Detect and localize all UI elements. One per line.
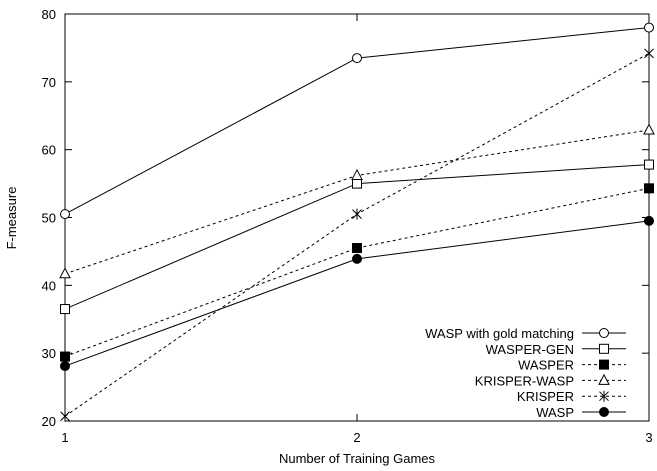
- data-point-wasp: [60, 361, 70, 372]
- legend-marker-wasper-gen: [599, 343, 609, 354]
- legend-marker-krisper-wasp: [598, 373, 610, 385]
- legend-marker-wasp: [599, 407, 609, 417]
- legend-marker-krisper: [599, 390, 609, 402]
- x-tick-label: 3: [645, 430, 652, 445]
- y-tick-label: 20: [42, 414, 56, 429]
- data-point-wasper: [352, 243, 362, 254]
- x-tick-label: 2: [353, 430, 360, 445]
- legend-label-wasper: WASPER: [518, 358, 574, 373]
- data-point-wasper-gen: [352, 178, 362, 189]
- y-tick-label: 50: [42, 211, 56, 226]
- legend: WASP with gold matchingWASPER-GENWASPERK…: [425, 326, 626, 420]
- legend-label-krisper-wasp: KRISPER-WASP: [475, 373, 574, 388]
- data-point-krisper-wasp: [643, 123, 655, 135]
- x-axis-label: Number of Training Games: [279, 451, 436, 466]
- legend-label-wasper-gen: WASPER-GEN: [486, 342, 574, 357]
- y-tick-label: 40: [42, 278, 56, 293]
- data-point-wasp-with-gold-matching: [60, 209, 70, 220]
- data-point-wasp: [644, 215, 654, 226]
- y-tick-label: 80: [42, 7, 56, 22]
- y-axis-label: F-measure: [4, 187, 19, 250]
- data-point-wasper: [60, 351, 70, 362]
- data-point-krisper: [644, 47, 654, 59]
- data-point-krisper-wasp: [351, 168, 363, 180]
- data-point-krisper: [60, 410, 70, 422]
- data-point-wasper: [644, 183, 654, 194]
- y-tick-label: 60: [42, 143, 56, 158]
- legend-label-krisper: KRISPER: [517, 389, 574, 404]
- series-line-wasper: [64, 187, 650, 358]
- legend-label-wasp-with-gold-matching: WASP with gold matching: [425, 326, 574, 341]
- y-tick-label: 30: [42, 346, 56, 361]
- data-point-krisper: [352, 208, 362, 220]
- data-point-wasp-with-gold-matching: [644, 22, 654, 33]
- data-point-wasper-gen: [644, 159, 654, 170]
- x-tick-label: 1: [61, 430, 68, 445]
- legend-label-wasp: WASP: [536, 405, 574, 420]
- series-markers: [59, 22, 655, 422]
- data-point-wasp-with-gold-matching: [352, 53, 362, 64]
- legend-marker-wasp-with-gold-matching: [599, 328, 609, 338]
- data-point-wasp: [352, 253, 362, 264]
- data-point-wasper-gen: [60, 304, 70, 315]
- y-tick-label: 70: [42, 75, 56, 90]
- data-point-krisper-wasp: [59, 267, 71, 279]
- legend-marker-wasper: [599, 359, 609, 370]
